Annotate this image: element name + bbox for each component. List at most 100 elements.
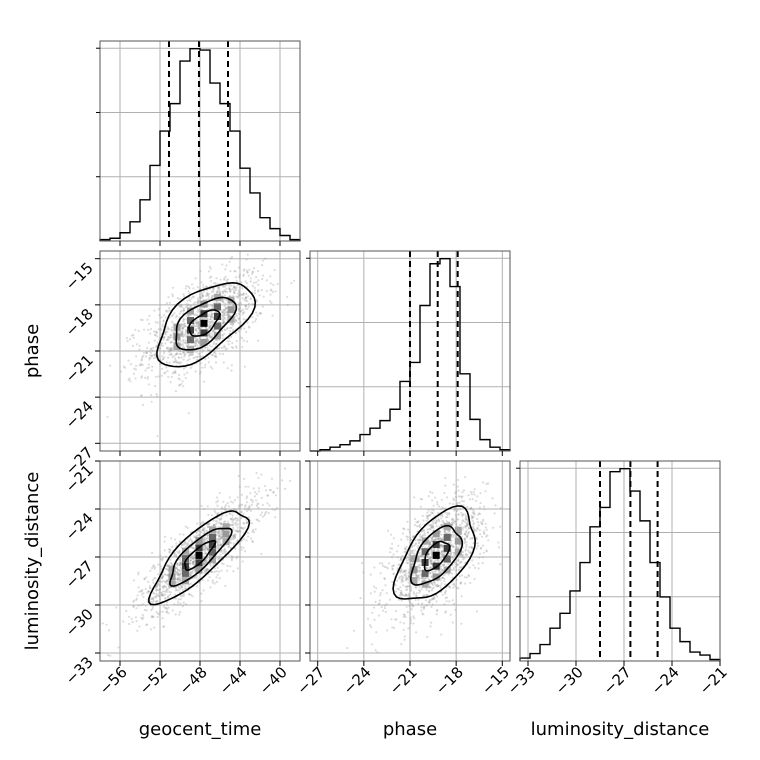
sample-point [247, 507, 250, 510]
sample-point [227, 343, 230, 346]
sample-point [164, 596, 167, 600]
sample-point [138, 344, 141, 347]
sample-point [219, 537, 222, 540]
sample-point [457, 513, 460, 516]
sample-point [444, 476, 447, 480]
sample-point [430, 605, 433, 609]
sample-point [182, 307, 185, 310]
sample-point [217, 537, 220, 540]
sample-point [397, 544, 400, 547]
sample-point [445, 532, 448, 535]
sample-point [255, 471, 258, 475]
sample-point [417, 557, 420, 560]
sample-point [378, 562, 381, 565]
sample-point [232, 304, 235, 307]
sample-point [452, 535, 455, 538]
sample-point [205, 559, 208, 562]
sample-point [236, 530, 239, 533]
sample-point [205, 570, 208, 573]
sample-point [232, 286, 236, 289]
sample-point [178, 563, 182, 566]
sample-point [222, 563, 225, 566]
sample-point [457, 489, 460, 492]
sample-point [152, 592, 155, 595]
sample-point [160, 374, 163, 377]
sample-point [272, 490, 275, 494]
sample-point [238, 303, 241, 307]
sample-point [243, 505, 247, 508]
sample-point [238, 294, 241, 297]
sample-point [204, 561, 207, 564]
sample-point [189, 305, 192, 308]
sample-point [212, 290, 215, 293]
sample-point [454, 495, 457, 498]
sample-point [431, 598, 434, 601]
sample-point [436, 585, 439, 588]
sample-point [151, 600, 154, 603]
sample-point [431, 570, 434, 573]
sample-point [199, 362, 202, 365]
sample-point [185, 303, 188, 306]
sample-point [458, 566, 461, 569]
sample-point [441, 537, 445, 540]
sample-point [448, 502, 451, 505]
sample-point [218, 535, 221, 538]
sample-point [471, 546, 474, 549]
sample-point [400, 578, 403, 581]
sample-point [173, 552, 176, 555]
sample-point [284, 487, 287, 490]
sample-point [157, 328, 160, 331]
sample-point [232, 328, 235, 331]
sample-point [220, 523, 223, 526]
sample-point [106, 415, 109, 419]
sample-point [481, 520, 484, 523]
sample-point [459, 544, 462, 547]
sample-point [210, 336, 213, 339]
sample-point [237, 317, 240, 320]
sample-point [185, 330, 188, 333]
sample-point [429, 523, 432, 526]
sample-point [220, 562, 224, 565]
sample-point [153, 567, 156, 570]
sample-point [218, 352, 221, 355]
sample-point [417, 558, 420, 561]
sample-point [452, 533, 455, 537]
sample-point [485, 550, 488, 553]
sample-point [190, 555, 193, 558]
y-tick-label: −24 [62, 509, 97, 544]
sample-point [164, 606, 167, 610]
sample-point [418, 560, 421, 563]
sample-point [241, 287, 244, 290]
sample-point [414, 517, 417, 521]
sample-point [168, 350, 171, 353]
sample-point [470, 493, 473, 496]
sample-point [197, 300, 200, 303]
sample-point [218, 534, 221, 538]
sample-point [178, 561, 181, 565]
sample-point [195, 320, 198, 323]
sample-point [465, 521, 468, 525]
sample-point [186, 333, 189, 336]
sample-point [233, 507, 237, 511]
sample-point [223, 548, 226, 552]
sample-point [236, 567, 239, 570]
sample-point [184, 525, 187, 528]
sample-point [212, 351, 216, 354]
sample-point [165, 361, 168, 364]
sample-point [150, 400, 153, 403]
sample-point [433, 548, 436, 551]
sample-point [171, 609, 174, 612]
sample-point [241, 337, 244, 340]
sample-point [229, 523, 232, 527]
sample-point [246, 520, 249, 524]
sample-point [147, 328, 150, 331]
sample-point [419, 554, 422, 557]
sample-point [138, 625, 141, 628]
sample-point [208, 322, 211, 325]
density-cell [168, 565, 176, 573]
sample-point [152, 615, 155, 618]
sample-point [234, 536, 237, 539]
sample-point [403, 574, 406, 577]
sample-point [392, 564, 395, 567]
sample-point [390, 533, 393, 536]
